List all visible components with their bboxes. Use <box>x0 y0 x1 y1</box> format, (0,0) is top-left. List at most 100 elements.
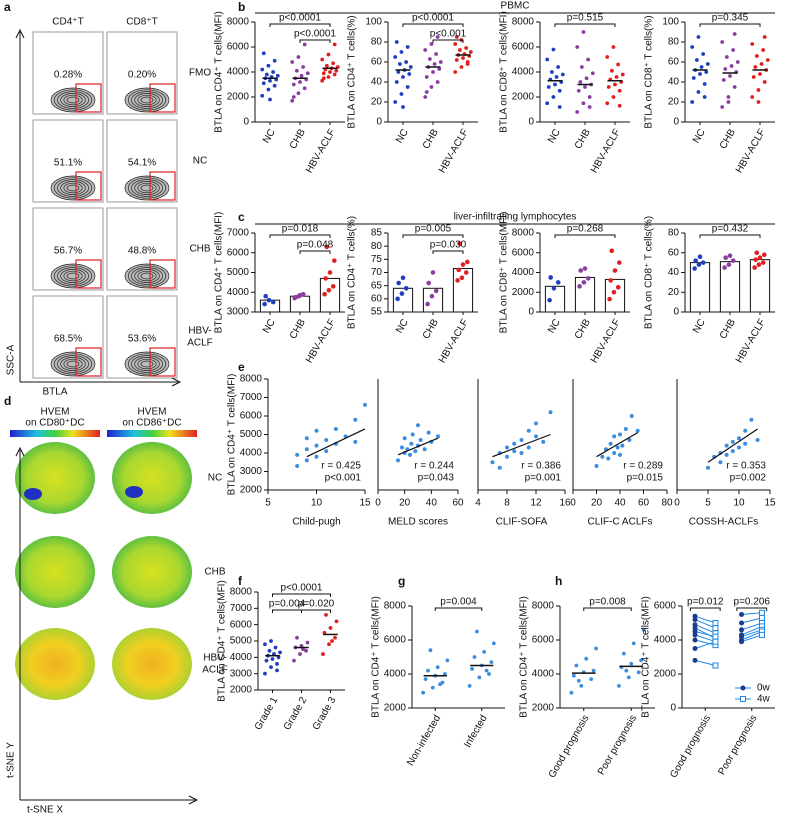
p-value: p<0.0001 <box>281 583 323 594</box>
data-point <box>328 626 333 630</box>
y-tick-label: 8000 <box>512 228 535 239</box>
y-axis-label: BTLA on CD8⁺ T cells(%) <box>644 216 655 329</box>
data-point <box>612 268 618 273</box>
significance-bracket <box>269 23 331 27</box>
x-tick-label: Good prognosis <box>547 713 592 780</box>
data-point <box>758 614 765 621</box>
y-tick-label: 100 <box>365 17 382 28</box>
column-header: HVEM <box>138 407 167 418</box>
y-tick-label: 5000 <box>227 267 250 278</box>
pair-line <box>741 629 763 638</box>
data-point <box>694 58 699 62</box>
data-point <box>551 95 556 99</box>
data-point <box>690 45 695 49</box>
data-point <box>484 668 489 673</box>
tsne-map <box>15 536 95 608</box>
bar <box>422 287 444 313</box>
data-point <box>298 652 302 656</box>
y-tick-label: 60 <box>668 57 680 68</box>
data-point <box>304 458 309 463</box>
data-point <box>459 65 464 69</box>
stat-label: p=0.002 <box>730 473 767 484</box>
data-point <box>701 52 706 56</box>
y-tick-label: 60 <box>371 57 383 68</box>
data-point <box>405 45 410 49</box>
contour <box>66 96 80 104</box>
data-point <box>399 291 405 296</box>
p-value: p=0.432 <box>712 224 749 235</box>
axis-label: t-SNE Y <box>6 742 17 778</box>
y-tick-label: 80 <box>371 37 383 48</box>
data-point <box>737 445 741 450</box>
contour <box>137 270 157 282</box>
p-value: p=0.018 <box>282 224 319 235</box>
data-point <box>560 72 565 77</box>
data-point <box>728 74 732 78</box>
data-point <box>758 609 765 616</box>
data-point <box>363 402 367 407</box>
panel-label: b <box>238 0 245 14</box>
data-point <box>459 275 465 281</box>
data-point <box>704 70 709 74</box>
row-label: CHB <box>189 244 210 255</box>
data-point <box>423 95 428 99</box>
y-tick-label: 80 <box>668 37 680 48</box>
x-tick-label: 15 <box>359 498 371 509</box>
gate-percent: 0.28% <box>54 70 82 81</box>
column-header: CD4⁺T <box>52 17 83 28</box>
data-point <box>739 620 745 626</box>
data-point <box>423 48 428 52</box>
contour <box>63 270 83 282</box>
data-point <box>453 70 458 74</box>
data-point <box>456 267 461 273</box>
pair-line <box>694 627 716 639</box>
data-point <box>629 414 634 418</box>
data-point <box>405 85 410 89</box>
tsne-map <box>15 628 95 700</box>
data-point <box>301 65 306 69</box>
y-tick-label: 3000 <box>227 307 250 318</box>
data-point <box>730 258 736 263</box>
gate-percent: 0.20% <box>128 70 156 81</box>
data-point <box>294 68 299 73</box>
x-tick-label: Infected <box>462 713 489 749</box>
data-point <box>269 639 273 643</box>
data-point <box>487 672 491 676</box>
data-point <box>623 426 628 431</box>
data-point <box>616 62 621 67</box>
x-tick-label: CHB <box>421 317 441 341</box>
gate-percent: 68.5% <box>54 334 82 345</box>
data-point <box>617 260 622 265</box>
y-tick-label: 6000 <box>227 247 250 258</box>
data-point <box>424 75 429 79</box>
contour <box>66 272 80 280</box>
y-tick-label: 80 <box>668 228 680 239</box>
y-tick-label: 65 <box>371 280 383 291</box>
y-tick-label: 75 <box>371 254 383 265</box>
data-point <box>754 250 760 256</box>
data-point <box>698 72 702 76</box>
stat-label: p=0.043 <box>418 473 455 484</box>
y-tick-label: 4000 <box>240 448 263 459</box>
contour <box>57 179 89 197</box>
data-point <box>587 95 592 99</box>
y-tick-label: 6000 <box>512 247 535 258</box>
data-point <box>327 270 333 275</box>
row-label: CHB <box>204 567 225 578</box>
p-value: p=0.012 <box>687 597 724 608</box>
data-point <box>410 432 415 437</box>
x-tick-label: HBV-ACLF <box>437 317 471 365</box>
data-point <box>590 71 595 76</box>
p-value: p<0.0001 <box>279 13 321 24</box>
data-point <box>263 671 267 676</box>
significance-bracket <box>432 250 464 254</box>
data-point <box>489 660 494 664</box>
y-tick-label: 7000 <box>230 603 253 614</box>
data-point <box>609 248 615 254</box>
data-point <box>435 80 440 84</box>
data-point <box>334 68 339 73</box>
data-point <box>581 101 586 106</box>
contour <box>140 184 154 192</box>
data-point <box>302 42 307 47</box>
data-point <box>584 76 589 81</box>
